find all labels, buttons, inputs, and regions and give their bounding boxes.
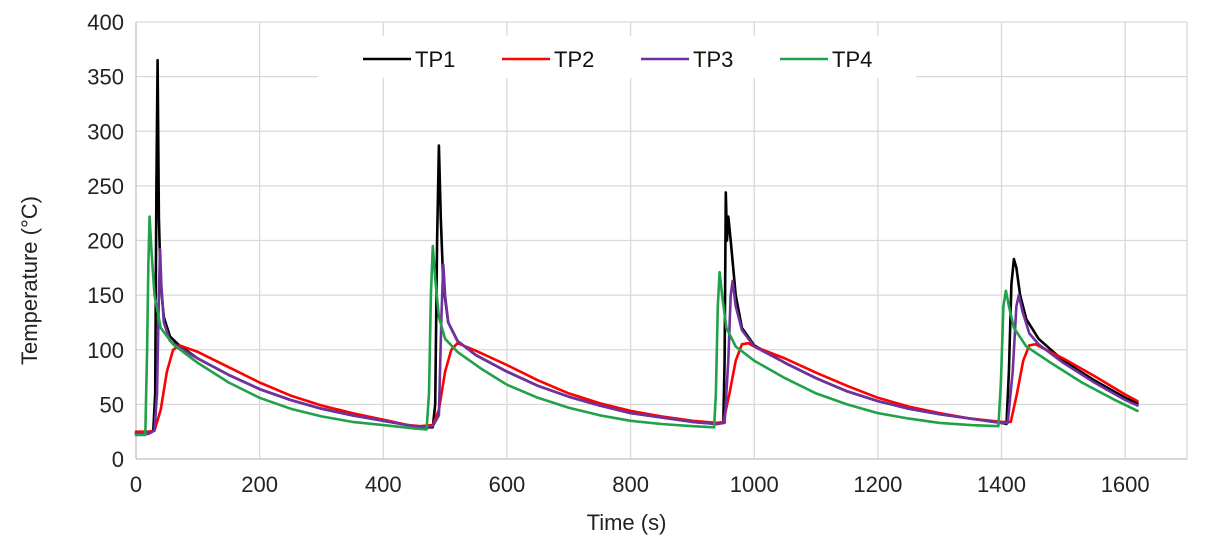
y-tick-label: 150 — [87, 283, 124, 308]
y-tick-label: 100 — [87, 338, 124, 363]
x-tick-label: 200 — [241, 472, 278, 497]
legend-label-tp3: TP3 — [693, 47, 733, 72]
legend: TP1 TP2 TP3 TP4 — [318, 36, 916, 78]
series-line-tp3 — [134, 247, 1139, 436]
x-tick-label: 1400 — [977, 472, 1026, 497]
x-tick-label: 1200 — [853, 472, 902, 497]
x-tick-label: 1000 — [730, 472, 779, 497]
x-tick-label: 600 — [489, 472, 526, 497]
x-axis-title: Time (s) — [587, 510, 667, 535]
legend-label-tp1: TP1 — [415, 47, 455, 72]
x-tick-label: 800 — [612, 472, 649, 497]
y-tick-label: 250 — [87, 174, 124, 199]
y-tick-label: 300 — [87, 119, 124, 144]
x-tick-label: 0 — [130, 472, 142, 497]
series-line-tp1 — [134, 58, 1139, 435]
series-line-tp4 — [134, 215, 1139, 437]
y-axis-title: Temperature (°C) — [17, 196, 42, 365]
x-tick-label: 1600 — [1101, 472, 1150, 497]
y-tick-label: 0 — [112, 447, 124, 472]
series-lines — [134, 58, 1139, 437]
legend-label-tp4: TP4 — [832, 47, 872, 72]
y-tick-label: 400 — [87, 10, 124, 35]
legend-label-tp2: TP2 — [554, 47, 594, 72]
x-tick-label: 400 — [365, 472, 402, 497]
y-tick-label: 200 — [87, 229, 124, 254]
legend-box — [318, 36, 916, 78]
grid — [136, 21, 1188, 459]
series-line-tp2 — [134, 341, 1139, 433]
y-tick-label: 50 — [100, 392, 124, 417]
axes: 0 50 100 150 200 250 300 350 400 0 200 400 600 800 100… — [87, 10, 1187, 497]
y-tick-label: 350 — [87, 65, 124, 90]
